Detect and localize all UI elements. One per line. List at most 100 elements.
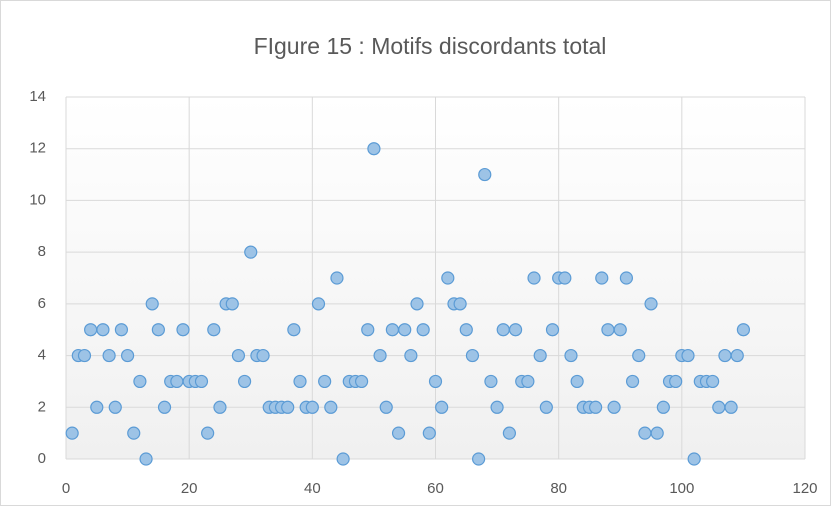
point [355,374,369,389]
x-tick-label: 100 [669,480,694,497]
point [478,167,492,182]
point [527,271,541,285]
point [595,271,609,285]
point [508,323,523,337]
point [545,323,560,337]
point [669,374,683,389]
point [521,374,535,389]
point [435,400,449,414]
point [502,426,516,440]
point [465,348,480,363]
point [108,400,122,414]
point [638,426,652,440]
point [139,452,153,466]
point [225,297,239,311]
point [170,374,184,389]
point [533,348,547,363]
point [305,400,319,414]
point [730,348,744,363]
point [77,348,92,363]
point [496,323,510,337]
point [632,348,646,363]
point [619,271,634,285]
point [256,348,270,363]
point [391,426,406,440]
point [589,400,603,414]
x-tick-label: 120 [792,480,817,497]
y-tick-label: 12 [29,140,46,157]
point [127,426,141,440]
point [281,400,295,414]
point [539,400,553,414]
chart-title: FIgure 15 : Motifs discordants total [254,33,607,59]
point [410,297,424,311]
point [712,400,726,414]
point [201,426,215,440]
point [404,348,418,363]
point [120,348,135,363]
point [422,426,436,440]
point [237,374,252,389]
point [441,271,455,285]
point [336,452,350,466]
point [644,297,658,311]
point [114,323,129,337]
x-tick-label: 60 [427,480,444,497]
point [607,400,621,414]
point [558,271,572,285]
point [194,374,209,389]
point [428,374,443,389]
point [90,400,104,414]
point [133,374,147,389]
point [484,374,498,389]
y-tick-label: 4 [38,347,46,364]
y-tick-label: 0 [38,450,46,467]
point [601,323,615,337]
point [453,297,467,311]
point [490,400,504,414]
y-tick-label: 14 [29,88,46,105]
point [293,374,307,389]
y-tick-label: 10 [29,191,46,208]
x-tick-label: 0 [62,480,70,497]
point [650,426,664,440]
point [625,374,640,389]
x-tick-label: 20 [181,480,198,497]
point [102,348,116,363]
point [718,348,732,363]
point [472,452,486,466]
point [416,323,430,337]
point [207,323,221,337]
point [570,374,584,389]
y-tick-label: 2 [38,398,46,415]
y-tick-label: 8 [38,243,46,260]
point [373,348,387,363]
point [736,323,751,337]
point [176,323,190,337]
point [65,426,79,440]
point [157,400,172,414]
point [398,323,412,337]
point [656,400,670,414]
point [613,323,627,337]
x-tick-label: 80 [550,480,567,497]
point [564,348,578,363]
point [231,348,246,363]
point [687,452,701,466]
point [287,323,301,337]
point [706,374,720,389]
point [324,400,338,414]
point [681,348,695,363]
point [330,271,344,285]
point [311,297,326,311]
point [84,323,98,337]
point [724,400,738,414]
point [213,400,227,414]
point [385,323,399,337]
y-tick-label: 6 [38,295,46,312]
point [367,142,381,156]
point [318,374,332,389]
point [244,245,258,259]
point [379,400,393,414]
